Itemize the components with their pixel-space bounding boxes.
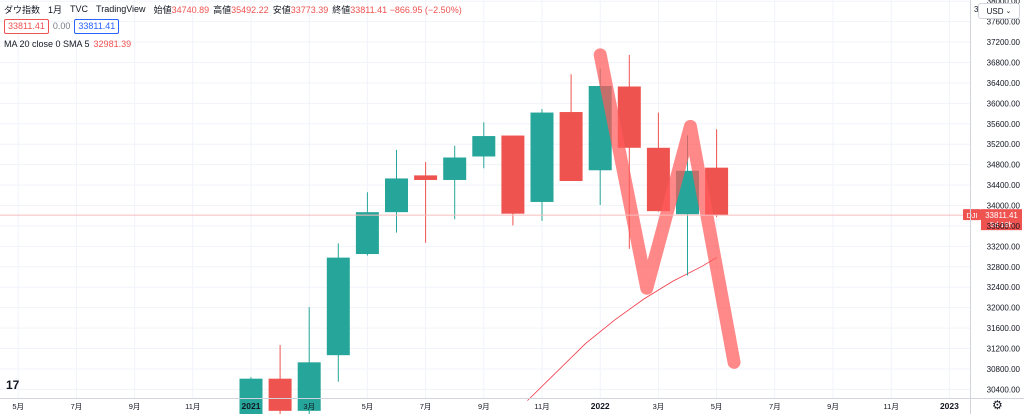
zigzag-drawing-layer[interactable]	[593, 48, 741, 369]
x-tick-label: 7月	[71, 402, 83, 411]
x-tick-label: 7月	[769, 402, 781, 411]
x-tick-label: 5月	[711, 402, 723, 411]
y-tick-label: 37200.00	[987, 38, 1021, 47]
x-tick-label: 5月	[362, 402, 374, 411]
indicator-label: MA 20 close 0 SMA 5	[4, 39, 90, 49]
x-tick-label: 7月	[420, 402, 432, 411]
candle-body[interactable]	[559, 112, 583, 181]
grid-lines	[0, 0, 970, 398]
y-tick-label: 32400.00	[987, 283, 1021, 292]
zigzag-drawing[interactable]	[593, 48, 741, 369]
ohlc-values: 始値34740.89 高値35492.22 安値33773.39 終値33811…	[154, 3, 462, 16]
spread-value: 0.00	[52, 21, 71, 31]
x-tick-label: 2022	[591, 401, 610, 411]
y-tick-label: 33200.00	[987, 242, 1021, 251]
candle-body[interactable]	[617, 86, 641, 148]
moving-average-layer	[527, 257, 717, 401]
low-group: 安値33773.39	[273, 3, 329, 16]
y-tick-label: 31200.00	[987, 345, 1021, 354]
open-value: 34740.89	[171, 4, 210, 15]
x-tick-label: 11月	[185, 402, 200, 411]
x-tick-label: 2023	[940, 401, 959, 411]
y-tick-label: 36800.00	[987, 58, 1021, 67]
tradingview-logo-icon: 17	[6, 378, 20, 392]
indicator-row[interactable]: MA 20 close 0 SMA 5 32981.39	[4, 37, 462, 51]
countdown-text: 5d 18h	[990, 220, 1013, 229]
symbol-tag	[963, 209, 981, 221]
high-group: 高値35492.22	[213, 3, 269, 16]
y-tick-label: 36400.00	[987, 79, 1021, 88]
gear-icon[interactable]: ⚙	[992, 398, 1003, 412]
y-tick-label: 30400.00	[987, 385, 1021, 394]
candle-body[interactable]	[443, 157, 467, 180]
legend-title-row: ダウ指数 1月 TVC TradingView 始値34740.89 高値354…	[4, 2, 462, 16]
y-tick-label: 30800.00	[987, 365, 1021, 374]
x-tick-label: 3月	[303, 402, 315, 411]
y-tick-label: 36000.00	[987, 99, 1021, 108]
source-label: TradingView	[96, 4, 146, 14]
legend: ダウ指数 1月 TVC TradingView 始値34740.89 高値354…	[4, 2, 462, 51]
exchange-label: TVC	[70, 4, 89, 14]
currency-selector[interactable]: USD ⌄	[978, 3, 1020, 19]
candle-body[interactable]	[501, 135, 525, 214]
indicator-value: 32981.39	[93, 39, 132, 49]
candle-body[interactable]	[268, 378, 292, 411]
y-tick-label: 34000.00	[987, 202, 1021, 211]
currency-label: USD	[986, 6, 1004, 16]
buy-price-button[interactable]: 33811.41	[74, 18, 120, 34]
high-label: 高値	[213, 4, 232, 15]
y-tick-label: 32800.00	[987, 263, 1021, 272]
y-tick-label: 31600.00	[987, 324, 1021, 333]
last-price-text: 33811.41	[985, 211, 1018, 220]
close-label: 終値	[332, 4, 351, 15]
y-tick-label-partial: 3	[974, 5, 979, 14]
sell-price-button[interactable]: 33811.41	[4, 18, 49, 34]
candle-body[interactable]	[646, 147, 670, 212]
x-tick-label: 9月	[827, 402, 839, 411]
y-tick-label: 32000.00	[987, 304, 1021, 313]
x-tick-label: 9月	[478, 402, 490, 411]
y-tick-label: 33600.00	[987, 222, 1021, 231]
y-tick-label: 35600.00	[987, 120, 1021, 129]
x-tick-label: 2021	[242, 401, 261, 411]
close-group: 終値33811.41 −866.95 (−2.50%)	[332, 3, 461, 16]
candle-body[interactable]	[472, 136, 496, 157]
y-tick-label: 34400.00	[987, 181, 1021, 190]
open-label: 始値	[153, 4, 172, 15]
low-value: 33773.39	[290, 4, 329, 15]
candle-body[interactable]	[414, 175, 438, 180]
symbol-name[interactable]: ダウ指数	[4, 4, 41, 15]
chevron-down-icon: ⌄	[1005, 8, 1012, 15]
y-tick-label: 35200.00	[987, 140, 1021, 149]
low-label: 安値	[272, 4, 291, 15]
x-tick-label: 5月	[12, 402, 24, 411]
candle-body[interactable]	[530, 112, 554, 202]
ma-line	[527, 257, 717, 401]
candle-body[interactable]	[385, 178, 408, 213]
candle-body[interactable]	[355, 212, 379, 255]
symbol-tag-text: DJI	[966, 211, 977, 220]
interval-label[interactable]: 1月	[48, 4, 63, 15]
x-tick-label: 11月	[884, 402, 899, 411]
x-tick-label: 3月	[653, 402, 665, 411]
last-price-tag	[981, 209, 1022, 231]
high-value: 35492.22	[231, 4, 269, 15]
x-tick-label: 11月	[534, 402, 549, 411]
x-tick-label: 9月	[129, 402, 141, 411]
y-tick-label: 37600.00	[987, 18, 1021, 27]
candle-body[interactable]	[326, 257, 350, 356]
close-value: 33811.41 −866.95 (−2.50%)	[350, 4, 462, 15]
open-group: 始値34740.89	[154, 3, 210, 16]
y-tick-label: 34800.00	[987, 161, 1021, 170]
trade-row: 33811.41 0.00 33811.41	[4, 18, 462, 34]
